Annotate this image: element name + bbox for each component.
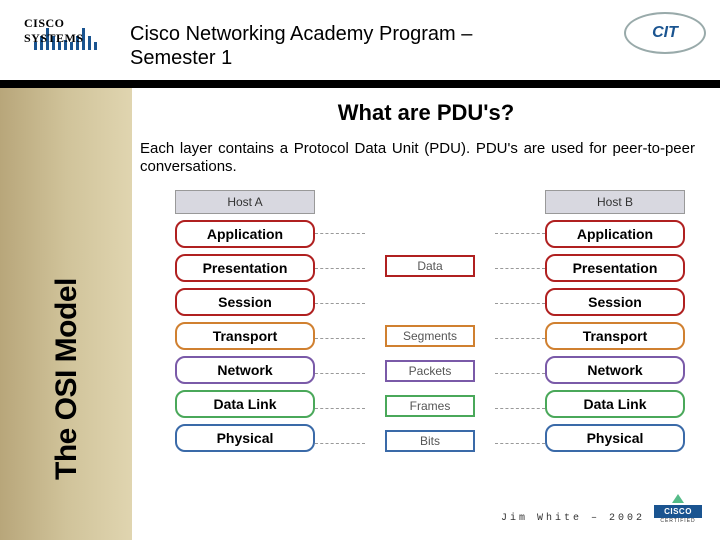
peer-dash-left-4 <box>315 373 365 374</box>
pdu-layer-diagram: Host A Application Presentation Session Tra… <box>175 190 685 490</box>
footer-credit: Jim White – 2002 <box>501 513 645 524</box>
peer-dash-right-3 <box>495 338 545 339</box>
cit-logo-text: CIT <box>624 12 706 54</box>
pdu-data: Data <box>385 255 475 277</box>
pdu-packets: Packets <box>385 360 475 382</box>
layer-network-a: Network <box>175 356 315 384</box>
peer-dash-right-2 <box>495 303 545 304</box>
badge-triangle-icon <box>672 494 684 503</box>
peer-dash-right-6 <box>495 443 545 444</box>
slide-body-text: Each layer contains a Protocol Data Unit… <box>140 140 695 176</box>
program-title: Cisco Networking Academy Program – Semes… <box>130 22 472 70</box>
program-line2: Semester 1 <box>130 47 232 69</box>
cisco-certified-badge: CISCO CERTIFIED <box>654 494 702 530</box>
peer-dash-left-3 <box>315 338 365 339</box>
layer-data-link-a: Data Link <box>175 390 315 418</box>
peer-dash-left-5 <box>315 408 365 409</box>
host-b-label: Host B <box>545 190 685 214</box>
vertical-section-title: The OSI Model <box>50 278 84 480</box>
layer-transport-a: Transport <box>175 322 315 350</box>
badge-brand: CISCO <box>654 505 702 518</box>
host-a-column: Host A Application Presentation Session Tra… <box>175 190 315 458</box>
layer-application-b: Application <box>545 220 685 248</box>
layer-physical-a: Physical <box>175 424 315 452</box>
layer-session-b: Session <box>545 288 685 316</box>
divider-bar <box>0 80 720 88</box>
slide-title: What are PDU's? <box>132 100 720 126</box>
layer-presentation-a: Presentation <box>175 254 315 282</box>
peer-dash-right-5 <box>495 408 545 409</box>
header-band: CISCO SYSTEMS Cisco Networking Academy P… <box>0 0 720 80</box>
pdu-segments: Segments <box>385 325 475 347</box>
pdu-bits: Bits <box>385 430 475 452</box>
program-line1: Cisco Networking Academy Program – <box>130 23 472 45</box>
layer-session-a: Session <box>175 288 315 316</box>
cisco-systems-logo: CISCO SYSTEMS <box>10 10 120 50</box>
badge-sub: CERTIFIED <box>654 518 702 524</box>
layer-transport-b: Transport <box>545 322 685 350</box>
pdu-frames: Frames <box>385 395 475 417</box>
peer-dash-left-6 <box>315 443 365 444</box>
host-b-column: Host B Application Presentation Session Tra… <box>545 190 685 458</box>
layer-application-a: Application <box>175 220 315 248</box>
cit-logo: CIT <box>620 8 710 63</box>
peer-dash-right-0 <box>495 233 545 234</box>
layer-presentation-b: Presentation <box>545 254 685 282</box>
host-a-label: Host A <box>175 190 315 214</box>
layer-network-b: Network <box>545 356 685 384</box>
peer-dash-left-2 <box>315 303 365 304</box>
peer-dash-left-0 <box>315 233 365 234</box>
layer-physical-b: Physical <box>545 424 685 452</box>
peer-dash-left-1 <box>315 268 365 269</box>
peer-dash-right-1 <box>495 268 545 269</box>
peer-dash-right-4 <box>495 373 545 374</box>
layer-data-link-b: Data Link <box>545 390 685 418</box>
cisco-logo-text: CISCO SYSTEMS <box>24 16 120 46</box>
